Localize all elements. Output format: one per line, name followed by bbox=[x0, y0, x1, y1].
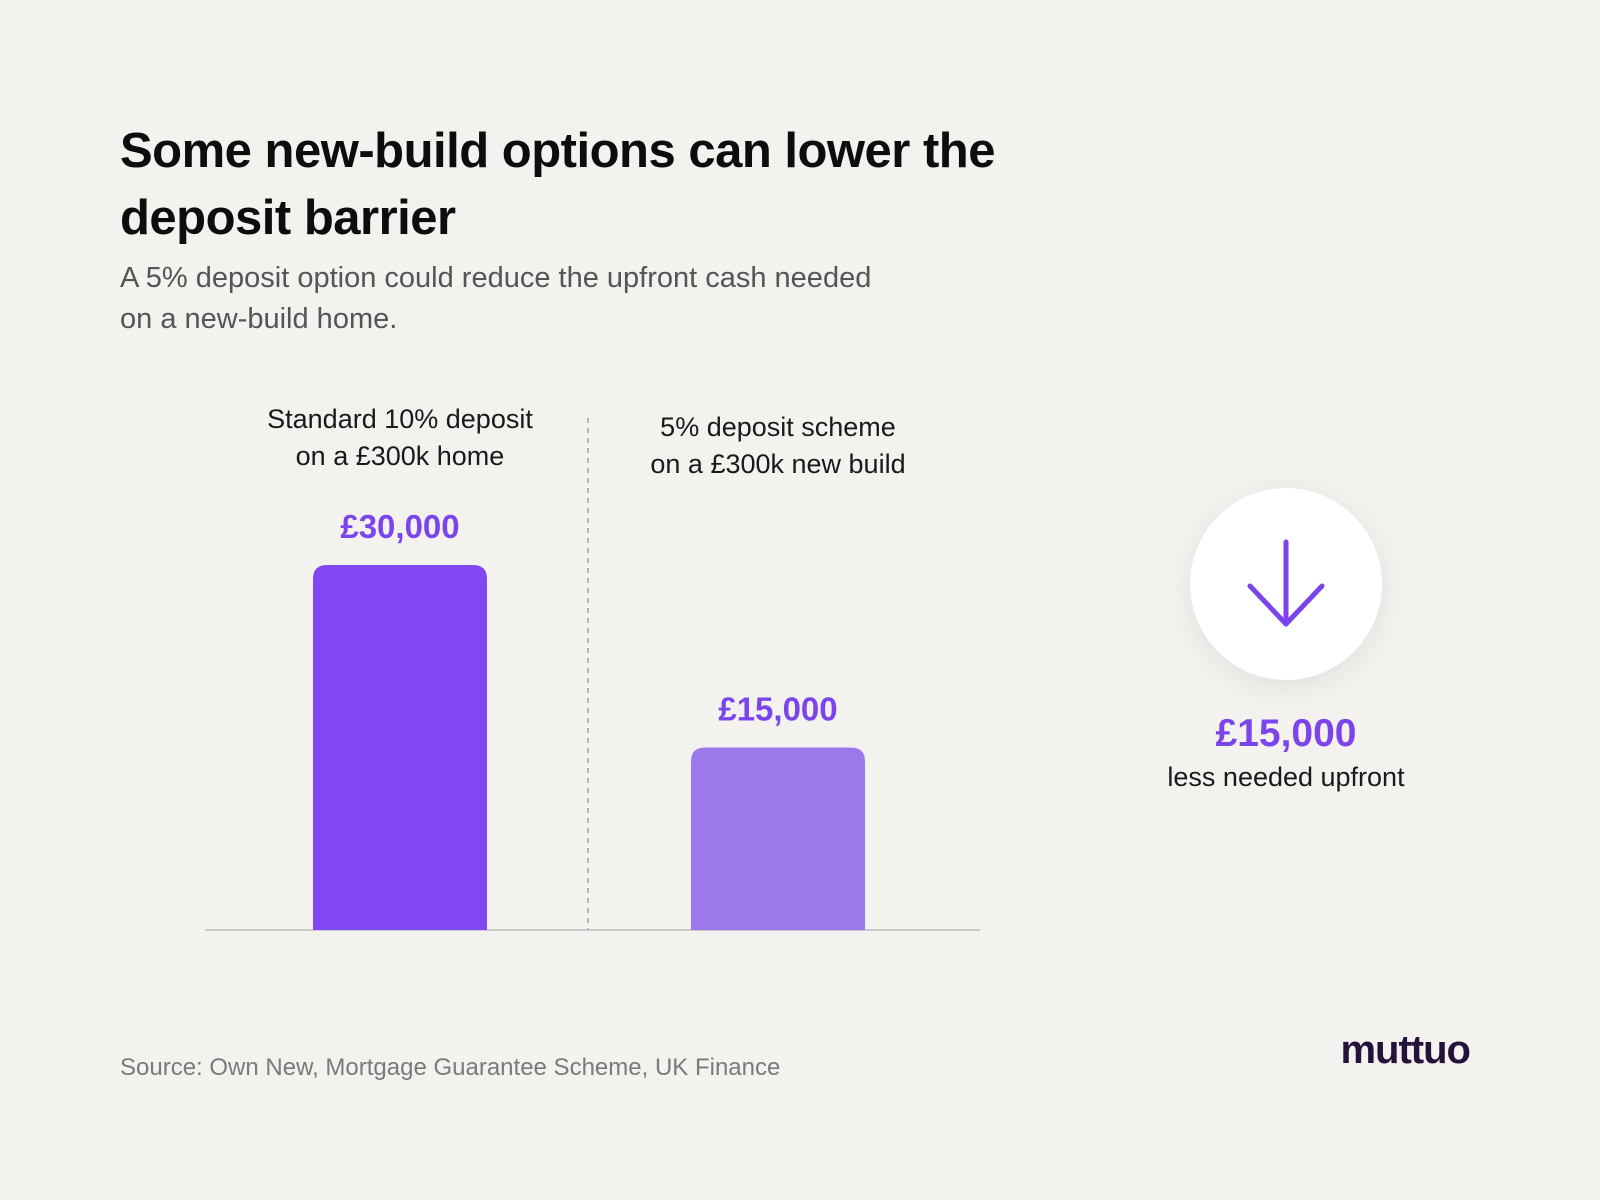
savings-value: £15,000 bbox=[1215, 712, 1357, 755]
value-label: £15,000 bbox=[718, 691, 837, 728]
category-label: on a £300k home bbox=[296, 441, 505, 471]
source-note: Source: Own New, Mortgage Guarantee Sche… bbox=[120, 1054, 781, 1081]
bar-chart: £30,000 Standard 10% deposit on a £300k ho… bbox=[205, 404, 980, 931]
category-label: Standard 10% deposit bbox=[267, 404, 533, 434]
savings-callout: £15,000 less needed upfront bbox=[1136, 488, 1436, 794]
savings-text: less needed upfront bbox=[1167, 762, 1405, 792]
brand-logo: muttuo bbox=[1340, 1028, 1471, 1072]
chart-title: Some new-build options can lower the dep… bbox=[120, 124, 995, 245]
arrow-down-icon bbox=[1247, 539, 1325, 627]
bar bbox=[691, 747, 865, 930]
value-label: £30,000 bbox=[340, 508, 459, 545]
arrow-circle bbox=[1190, 488, 1382, 680]
category-label: 5% deposit scheme bbox=[660, 412, 896, 442]
chart-subtitle: A 5% deposit option could reduce the upf… bbox=[120, 262, 872, 335]
category-label: on a £300k new build bbox=[650, 449, 905, 479]
bar bbox=[313, 565, 487, 930]
